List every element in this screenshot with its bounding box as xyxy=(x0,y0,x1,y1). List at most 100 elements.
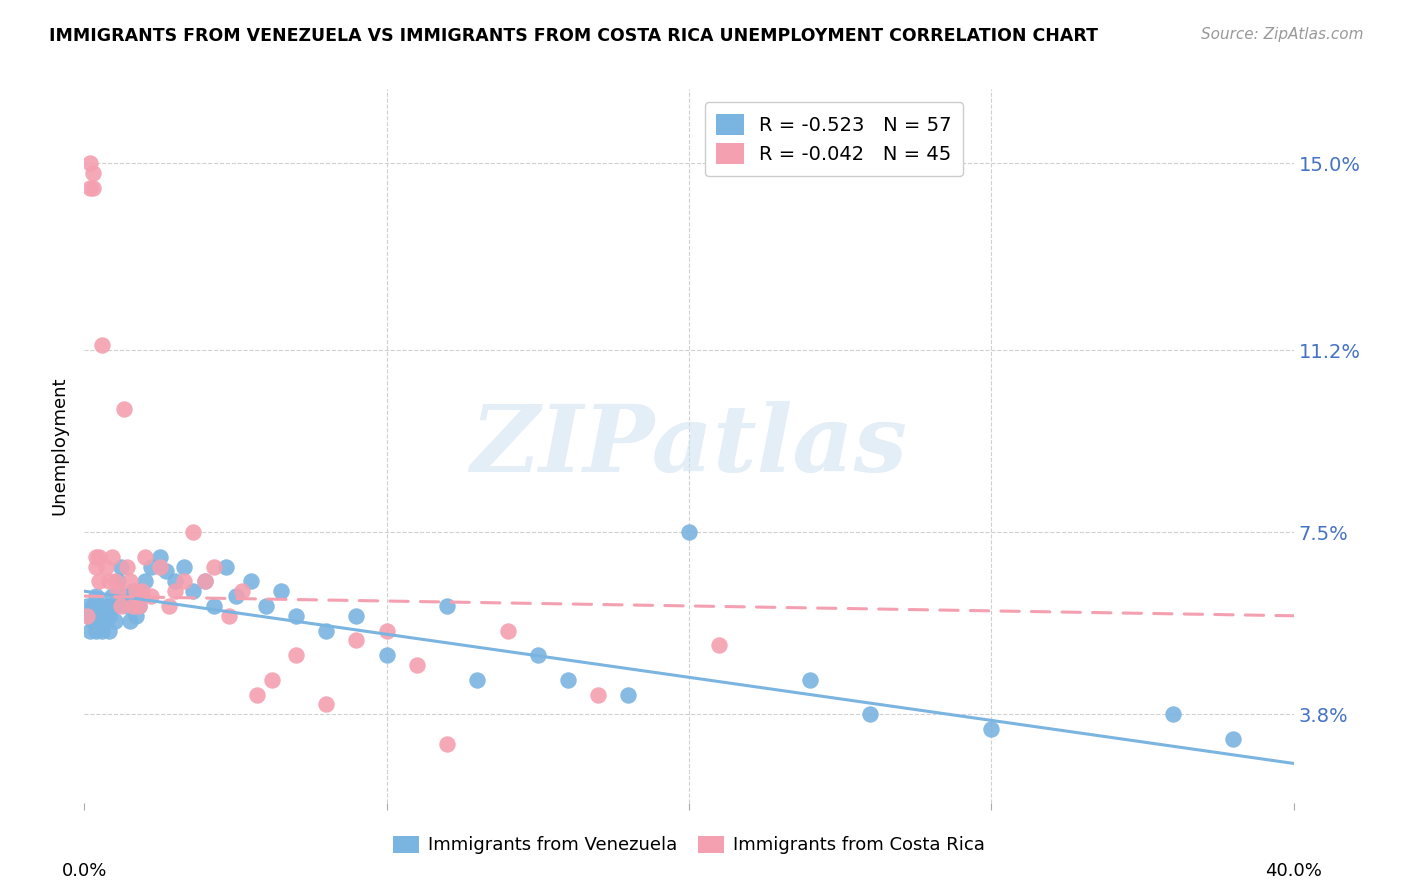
Point xyxy=(173,574,195,589)
Point xyxy=(76,608,98,623)
Y-axis label: Unemployment: Unemployment xyxy=(51,376,69,516)
Point xyxy=(100,589,122,603)
Point xyxy=(173,559,195,574)
Point xyxy=(76,599,98,613)
Point xyxy=(91,608,114,623)
Point xyxy=(436,599,458,613)
Point xyxy=(346,633,368,648)
Point xyxy=(194,574,217,589)
Text: ZIPatlas: ZIPatlas xyxy=(471,401,907,491)
Point xyxy=(94,559,117,574)
Point xyxy=(115,559,138,574)
Point xyxy=(82,614,104,628)
Point xyxy=(231,584,253,599)
Point xyxy=(100,549,122,564)
Text: 40.0%: 40.0% xyxy=(1265,862,1322,880)
Point xyxy=(859,707,882,722)
Point xyxy=(131,589,153,603)
Text: Source: ZipAtlas.com: Source: ZipAtlas.com xyxy=(1201,27,1364,42)
Text: IMMIGRANTS FROM VENEZUELA VS IMMIGRANTS FROM COSTA RICA UNEMPLOYMENT CORRELATION: IMMIGRANTS FROM VENEZUELA VS IMMIGRANTS … xyxy=(49,27,1098,45)
Point xyxy=(1222,731,1244,746)
Point xyxy=(79,180,101,194)
Point xyxy=(118,574,141,589)
Point xyxy=(155,565,177,579)
Point xyxy=(121,584,143,599)
Point xyxy=(94,599,117,613)
Point xyxy=(104,599,127,613)
Point xyxy=(181,525,204,540)
Point xyxy=(406,658,429,673)
Point xyxy=(134,549,156,564)
Point xyxy=(254,599,277,613)
Point xyxy=(239,574,262,589)
Point xyxy=(1161,707,1184,722)
Point xyxy=(225,589,247,603)
Point xyxy=(112,589,135,603)
Point xyxy=(799,673,821,687)
Point xyxy=(134,574,156,589)
Point xyxy=(436,737,458,751)
Point xyxy=(125,608,148,623)
Point xyxy=(112,402,135,417)
Point xyxy=(107,584,129,599)
Point xyxy=(100,599,122,613)
Point xyxy=(94,614,117,628)
Point xyxy=(97,624,120,638)
Point xyxy=(139,589,162,603)
Point xyxy=(82,180,104,194)
Point xyxy=(82,599,104,613)
Point xyxy=(678,525,700,540)
Point xyxy=(89,549,111,564)
Point xyxy=(104,574,127,589)
Point xyxy=(346,608,368,623)
Text: 0.0%: 0.0% xyxy=(62,862,107,880)
Point xyxy=(315,624,337,638)
Point xyxy=(97,574,120,589)
Point xyxy=(110,559,132,574)
Point xyxy=(285,648,308,662)
Point xyxy=(89,574,111,589)
Point xyxy=(125,584,148,599)
Point xyxy=(315,698,337,712)
Point xyxy=(557,673,579,687)
Point xyxy=(104,614,127,628)
Point xyxy=(218,608,240,623)
Point xyxy=(91,624,114,638)
Legend: Immigrants from Venezuela, Immigrants from Costa Rica: Immigrants from Venezuela, Immigrants fr… xyxy=(387,829,991,862)
Point xyxy=(118,614,141,628)
Point xyxy=(91,338,114,352)
Point xyxy=(97,608,120,623)
Point xyxy=(121,599,143,613)
Point xyxy=(139,559,162,574)
Point xyxy=(215,559,238,574)
Point xyxy=(165,574,187,589)
Point xyxy=(128,599,150,613)
Point xyxy=(86,624,108,638)
Point xyxy=(157,599,180,613)
Point xyxy=(89,608,111,623)
Point xyxy=(588,688,610,702)
Point xyxy=(86,559,108,574)
Point xyxy=(107,574,129,589)
Point xyxy=(110,599,132,613)
Point xyxy=(375,624,398,638)
Point xyxy=(617,688,640,702)
Point xyxy=(496,624,519,638)
Point xyxy=(115,599,138,613)
Point xyxy=(165,584,187,599)
Point xyxy=(89,599,111,613)
Point xyxy=(149,559,172,574)
Point xyxy=(86,549,108,564)
Point xyxy=(202,599,225,613)
Point xyxy=(79,624,101,638)
Point xyxy=(82,166,104,180)
Point xyxy=(131,584,153,599)
Point xyxy=(181,584,204,599)
Point xyxy=(128,599,150,613)
Point xyxy=(246,688,269,702)
Point xyxy=(375,648,398,662)
Point xyxy=(79,608,101,623)
Point xyxy=(980,722,1002,736)
Point xyxy=(194,574,217,589)
Point xyxy=(527,648,550,662)
